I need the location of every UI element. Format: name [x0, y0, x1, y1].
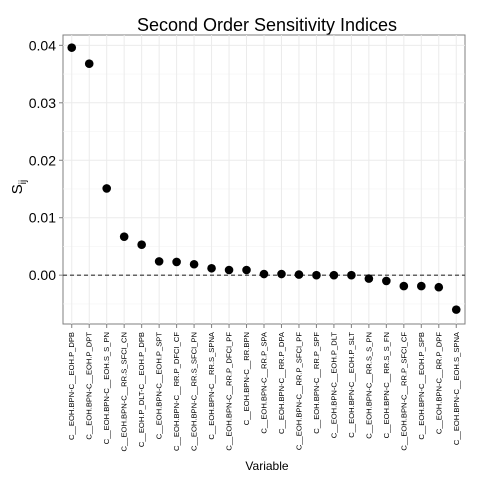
data-point — [382, 276, 391, 286]
data-point — [329, 270, 339, 280]
y-tick-label: 0.03 — [29, 95, 56, 111]
y-axis-label-subscript: ij — [18, 180, 29, 184]
x-tick-label: C__EOH.BPN-C__RR.P_SFCI_PF — [294, 332, 303, 451]
x-tick-label: C__EOH.BPN-C__RR.BPN — [242, 332, 251, 425]
x-tick-label: C__EOH.BPN-C__RR.P_DFCI_PF — [225, 332, 234, 451]
data-point — [119, 232, 129, 241]
x-tick-label: C__EOH.BPN-C__EOH.P_SPT — [155, 332, 164, 440]
y-axis-label: Sij — [9, 180, 29, 194]
data-point — [102, 184, 111, 193]
x-tick-label: C__EOH.BPN-C__RR.S_SFCI_CN — [120, 332, 129, 451]
data-point — [259, 269, 269, 279]
data-point — [207, 263, 216, 273]
y-tick-label: 0.00 — [29, 267, 56, 283]
x-axis-ticks: C__EOH.BPN-C__EOH.P_DPB C__EOH.BPN-C__EOH… — [67, 324, 461, 451]
x-tick-label: C__EOH.BPN-C__EOH.S_SPNA — [452, 331, 461, 445]
data-point — [137, 240, 146, 250]
x-tick-label: C__EOH.BPN-C__RR.P_SFCI_CF — [399, 332, 408, 451]
x-tick-label: C__EOH.BPN-C__RR.P_DFCI_CF — [172, 332, 181, 451]
chart-title: Second Order Sensitivity Indices — [137, 15, 397, 35]
data-point — [277, 269, 286, 279]
x-tick-label: C__EOH.BPN-C__EOH.P_DPB — [67, 332, 76, 440]
data-points — [67, 43, 461, 314]
x-tick-label: C__EOH.BPN-C__EOH.P_SLT — [347, 332, 356, 438]
data-point — [172, 257, 181, 267]
x-tick-label: C__EOH.BPN-C__RR.P_SPA — [260, 331, 269, 434]
data-point — [189, 259, 199, 269]
x-tick-label: C__EOH.BPN-C__EOH.P_SPB — [417, 332, 426, 440]
data-point — [417, 281, 426, 291]
data-point — [294, 270, 304, 279]
y-tick-label: 0.04 — [29, 37, 56, 53]
x-tick-label: C__EOH.BPN-C__RR.S_SFCI_PN — [190, 332, 199, 451]
x-axis-label: Variable — [245, 459, 288, 473]
x-tick-label: C__EOH.BPN-C__EOH.P_DPT — [85, 332, 94, 440]
data-point — [347, 270, 356, 280]
data-point — [154, 257, 164, 266]
x-tick-label: C__EOH.P_DLT-C__EOH.P_DPB — [137, 332, 146, 447]
x-tick-label: C__EOH.BPN-C__EOH.S_S_PN — [102, 332, 111, 444]
y-tick-label: 0.02 — [29, 152, 56, 168]
x-tick-label: C__EOH.BPN-C__EOH.P_DLT — [329, 332, 338, 439]
y-tick-label: 0.01 — [29, 210, 56, 226]
data-point — [67, 43, 77, 52]
data-point — [451, 305, 461, 314]
data-point — [434, 282, 444, 292]
grid-lines — [63, 35, 465, 324]
data-point — [84, 59, 94, 69]
x-tick-label: C__EOH.BPN-C__RR.P_DPF — [434, 332, 443, 434]
x-tick-label: C__EOH.BPN-C__RR.S_SPNA — [207, 331, 216, 440]
x-tick-label: C__EOH.BPN-C__RR.P_DPA — [277, 331, 286, 434]
x-tick-label: C__EOH.BPN-C__RR.P_SPF — [312, 332, 321, 434]
data-point — [242, 265, 251, 275]
data-point — [224, 265, 234, 275]
y-axis-ticks: 0.00 0.01 0.02 0.03 0.04 — [29, 37, 63, 283]
data-point — [312, 270, 321, 280]
y-axis-label-main: S — [9, 184, 26, 194]
x-tick-label: C__EOH.BPN-C__RR.S_S_FN — [382, 332, 391, 438]
data-point — [364, 274, 374, 283]
x-tick-label: C__EOH.BPN-C__RR.S_S_PN — [364, 332, 373, 439]
data-point — [399, 281, 409, 291]
